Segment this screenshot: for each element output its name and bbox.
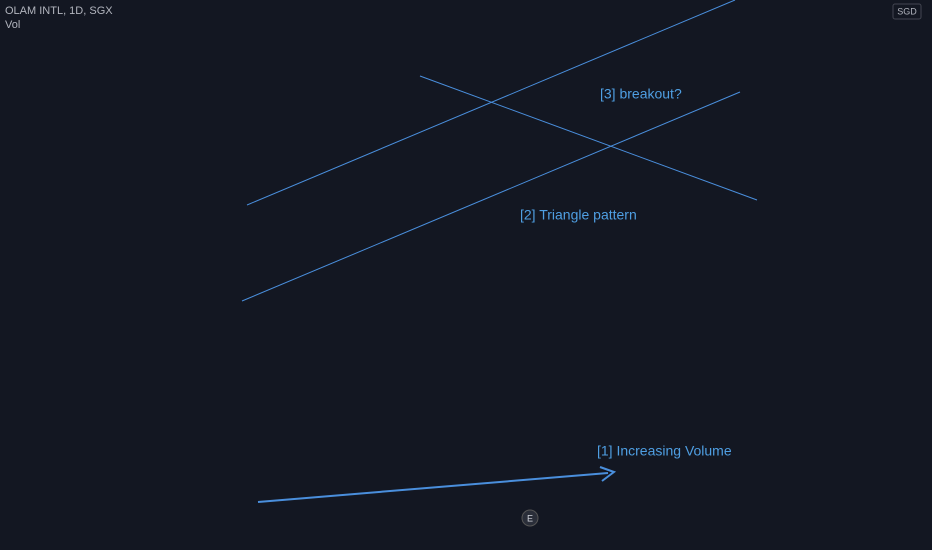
- chart-title: OLAM INTL, 1D, SGX: [5, 5, 113, 17]
- annotation: [3] breakout?: [600, 86, 682, 102]
- triangle-top: [419, 75, 758, 201]
- volume-label: Vol: [5, 19, 20, 31]
- annotation: [1] Increasing Volume: [597, 443, 732, 459]
- annotation: [2] Triangle pattern: [520, 207, 637, 223]
- channel-lower: [241, 91, 741, 302]
- earnings-marker[interactable]: [521, 509, 539, 527]
- price-axis-bg: [885, 0, 932, 550]
- currency-box[interactable]: [892, 3, 922, 20]
- time-axis-bg: [0, 530, 932, 550]
- currency: SGD: [897, 6, 917, 16]
- volume-arrowhead: [599, 466, 617, 482]
- earnings-marker-label: E: [527, 513, 533, 523]
- volume-trend: [257, 472, 609, 503]
